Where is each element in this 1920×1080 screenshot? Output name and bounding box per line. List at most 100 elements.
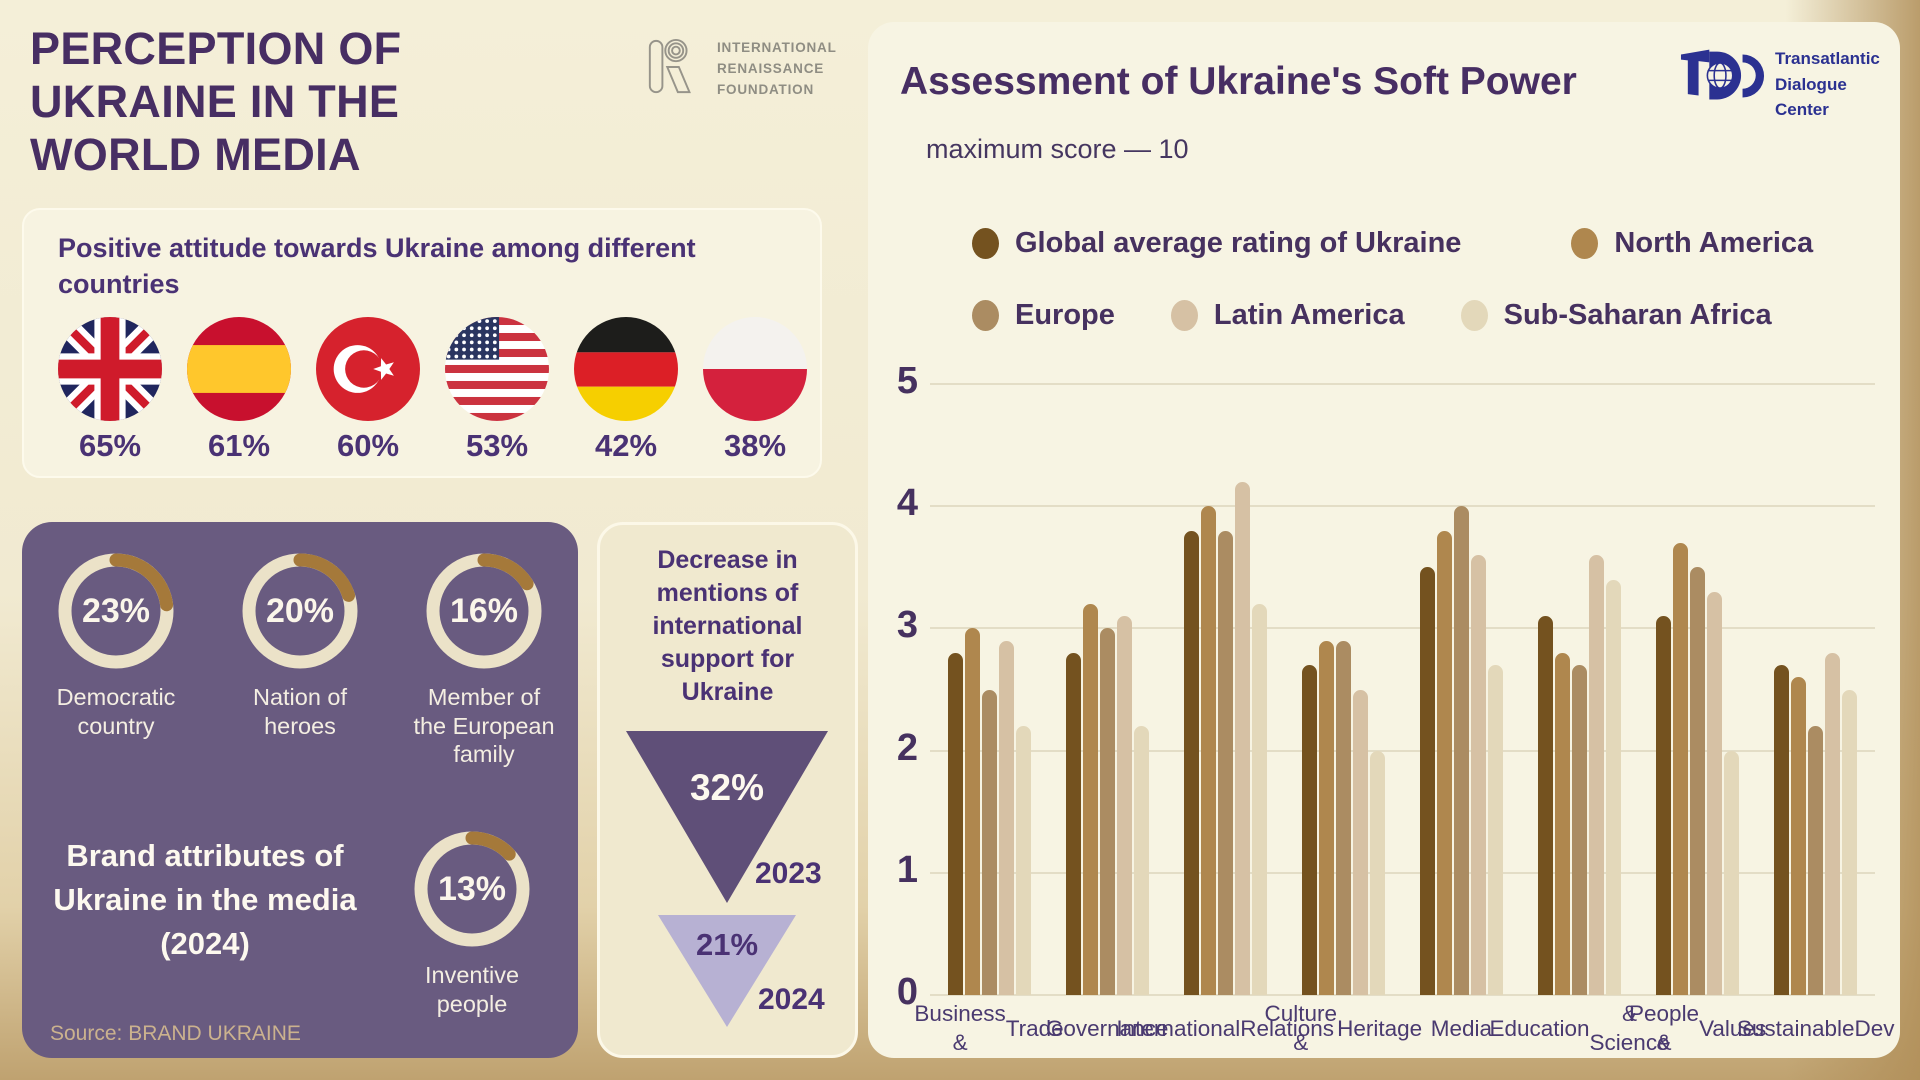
donut-label: Inventive people	[424, 962, 520, 1017]
bar	[1065, 652, 1081, 995]
bar	[1808, 726, 1824, 995]
bar	[1656, 616, 1672, 995]
bar	[1606, 579, 1622, 995]
chart-subtitle: maximum score — 10	[926, 134, 1189, 164]
legend-item: Sub-Saharan Africa	[1460, 299, 1772, 332]
country-list: 65% 61% 60% 53% 42% 38%	[58, 316, 807, 464]
bar	[1217, 530, 1233, 995]
country-percentage: 53%	[465, 427, 529, 463]
x-axis-label: Business & Trade	[914, 1001, 1064, 1055]
bar	[1842, 689, 1858, 995]
legend-dot-icon	[1170, 300, 1198, 331]
country-item: 42%	[574, 316, 678, 464]
gridline	[930, 871, 1875, 874]
legend-dot-icon	[972, 300, 999, 331]
legend-item: North America	[1571, 227, 1813, 260]
bar	[1690, 567, 1706, 995]
bar-group	[1166, 384, 1284, 995]
bar-groups	[930, 384, 1875, 995]
x-axis-label: People & Values	[1629, 1001, 1767, 1055]
bar	[1133, 726, 1149, 995]
gridline	[930, 383, 1875, 385]
legend-label: Europe	[1015, 299, 1115, 331]
bar-group	[1757, 384, 1875, 995]
bar	[1673, 542, 1689, 995]
tdc-logo-icon	[1680, 46, 1766, 111]
bar	[1774, 665, 1790, 995]
donut-item: 20% Nation of heroes	[216, 552, 384, 769]
country-percentage: 42%	[594, 427, 658, 463]
bar	[998, 640, 1014, 995]
bar	[1724, 750, 1740, 995]
bar-group	[1639, 384, 1757, 995]
page-title: PERCEPTION OF UKRAINE IN THE WORLD MEDIA	[30, 23, 402, 181]
donut-label: Nation of heroes	[252, 684, 348, 739]
bar	[1200, 506, 1216, 995]
x-axis-labels: Business & Trade Governance International Re…	[914, 998, 1895, 1060]
x-axis-label: Education & Science	[1489, 1001, 1670, 1055]
donut-value: 13%	[437, 869, 507, 908]
gridline	[930, 505, 1875, 508]
tdc-logo-text: Transatlantic Dialogue Center	[1775, 49, 1880, 119]
legend-item: Europe	[972, 299, 1115, 332]
donut-label: Democratic country	[56, 684, 176, 739]
country-item: 60%	[316, 316, 420, 464]
legend-item: Global average rating of Ukraine	[972, 227, 1461, 260]
donut-value: 16%	[449, 591, 519, 630]
country-percentage: 65%	[78, 427, 142, 463]
donut-4-slot: 13% Inventive people	[388, 830, 556, 1018]
spain-flag-icon	[187, 316, 291, 421]
tdc-logo: Transatlantic Dialogue Center	[1680, 46, 1880, 123]
decrease-mentions-box: Decrease in mentions of international su…	[597, 522, 858, 1058]
country-percentage: 61%	[207, 427, 271, 463]
bar-group	[1402, 384, 1520, 995]
bar	[1352, 689, 1368, 995]
positive-attitude-title: Positive attitude towards Ukraine among …	[58, 233, 696, 300]
legend-dot-icon	[1571, 228, 1599, 259]
y-axis-tick: 2	[896, 726, 918, 769]
bar-chart-plot: 0 1 2 3 4 5	[897, 360, 1875, 1013]
turkey-flag-icon	[316, 316, 420, 421]
x-axis-label: Culture & Heritage	[1264, 1001, 1423, 1055]
bar	[1572, 665, 1588, 995]
irf-logo-icon	[645, 38, 703, 101]
gridline	[930, 627, 1875, 630]
legend-dot-icon	[1460, 300, 1488, 331]
donut-chart: 13%	[413, 830, 531, 948]
donut-value: 23%	[81, 591, 151, 630]
bar-group	[1284, 384, 1402, 995]
donut-item: 23% Democratic country	[32, 552, 200, 769]
x-axis-label: Sustainable Dev	[1736, 1015, 1895, 1041]
bar	[1099, 628, 1115, 995]
bar	[1470, 555, 1486, 995]
bar	[1791, 677, 1807, 995]
bar	[1419, 567, 1435, 995]
brand-attributes-title: Brand attributes of Ukraine in the media…	[53, 838, 357, 962]
donut-item: 16% Member of the European family	[400, 552, 568, 769]
y-axis-tick: 3	[896, 604, 918, 647]
bar	[1183, 530, 1199, 995]
bar	[1487, 665, 1503, 995]
bar	[1301, 665, 1317, 995]
source-note: Source: BRAND UKRAINE	[50, 1022, 301, 1045]
y-axis-tick: 1	[896, 848, 918, 891]
bar-group	[1048, 384, 1166, 995]
x-axis-label: Media	[1430, 1015, 1493, 1041]
positive-attitude-box: Positive attitude towards Ukraine among …	[22, 208, 822, 478]
irf-logo: INTERNATIONAL RENAISSANCE FOUNDATION	[645, 38, 837, 101]
donut-chart: 23%	[57, 552, 175, 670]
bar	[1116, 616, 1132, 995]
germany-flag-icon	[574, 316, 678, 421]
irf-logo-text: INTERNATIONAL RENAISSANCE FOUNDATION	[717, 40, 837, 97]
donut-row: 23% Democratic country 20% Nation of heroe…	[32, 552, 568, 769]
legend-dot-icon	[972, 228, 999, 259]
bar-group	[930, 384, 1048, 995]
decrease-value-2024: 21%	[695, 927, 759, 962]
country-percentage: 38%	[723, 427, 787, 463]
country-item: 53%	[445, 316, 549, 464]
country-item: 61%	[187, 316, 291, 464]
donut-chart: 20%	[241, 552, 359, 670]
bar	[1555, 652, 1571, 995]
bar	[1015, 726, 1031, 995]
